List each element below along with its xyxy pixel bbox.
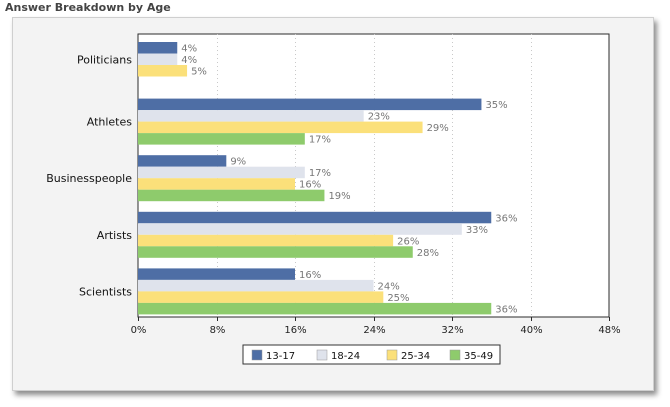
bar	[138, 42, 178, 54]
category-labels: Politicians Athletes Businesspeople Artists…	[46, 53, 132, 298]
value-label: 19%	[328, 191, 350, 202]
value-label: 25%	[387, 293, 409, 304]
legend-swatch	[449, 349, 461, 361]
value-label: 36%	[495, 213, 517, 224]
category-label: Politicians	[77, 53, 132, 66]
x-tick-label: 48%	[598, 325, 620, 336]
bar	[138, 189, 325, 202]
x-tick-label: 24%	[363, 325, 385, 336]
legend-label: 25-34	[401, 351, 430, 362]
category-label: Businesspeople	[46, 172, 132, 185]
value-label: 23%	[368, 112, 390, 123]
bar	[138, 302, 492, 315]
legend-swatch	[251, 349, 263, 361]
value-label: 35%	[485, 100, 507, 111]
legend-box	[242, 344, 501, 365]
value-label: 33%	[466, 225, 488, 236]
value-label: 16%	[299, 270, 321, 281]
category-label: Scientists	[79, 285, 132, 298]
legend-label: 35-49	[464, 351, 493, 362]
value-label: 17%	[309, 135, 331, 146]
bar	[138, 98, 482, 111]
value-label: 5%	[191, 67, 207, 78]
bar	[138, 234, 394, 247]
value-label: 26%	[397, 236, 419, 247]
value-labels: 4%4%5%35%23%29%17%9%17%16%19%36%33%26%28…	[181, 44, 517, 316]
value-label: 17%	[309, 168, 331, 179]
bar	[138, 246, 413, 258]
value-label: 4%	[181, 55, 197, 66]
bar	[138, 223, 462, 235]
bar	[138, 268, 295, 280]
bar	[138, 166, 305, 179]
x-axis-ticks: 0% 8% 16% 24% 32% 40% 48%	[131, 317, 621, 336]
bar	[138, 155, 227, 167]
bar	[138, 291, 384, 303]
legend-label: 13-17	[266, 351, 295, 362]
bar	[138, 279, 374, 292]
x-tick-label: 32%	[441, 325, 463, 336]
bar	[138, 211, 492, 224]
value-label: 28%	[417, 248, 439, 259]
legend-label: 18-24	[331, 351, 360, 362]
value-label: 29%	[427, 123, 449, 134]
x-tick-label: 16%	[284, 325, 306, 336]
bar	[138, 133, 305, 145]
x-tick-label: 40%	[520, 325, 542, 336]
value-label: 9%	[230, 157, 246, 168]
legend: 13-17 18-24 25-34 35-49	[242, 344, 501, 365]
x-tick-label: 0%	[131, 325, 147, 336]
value-label: 4%	[181, 44, 197, 55]
value-label: 16%	[299, 180, 321, 191]
bar	[138, 110, 364, 122]
category-label: Athletes	[87, 116, 133, 129]
x-tick-label: 8%	[210, 325, 226, 336]
category-label: Artists	[97, 229, 132, 242]
bar	[138, 178, 295, 190]
bar	[138, 53, 178, 65]
bars	[138, 42, 492, 315]
legend-swatch	[316, 349, 328, 361]
value-label: 24%	[378, 281, 400, 292]
chart-heading: Answer Breakdown by Age	[5, 1, 171, 14]
legend-swatch	[386, 349, 398, 361]
value-label: 36%	[495, 304, 517, 315]
bar	[138, 121, 423, 134]
bar	[138, 65, 188, 77]
